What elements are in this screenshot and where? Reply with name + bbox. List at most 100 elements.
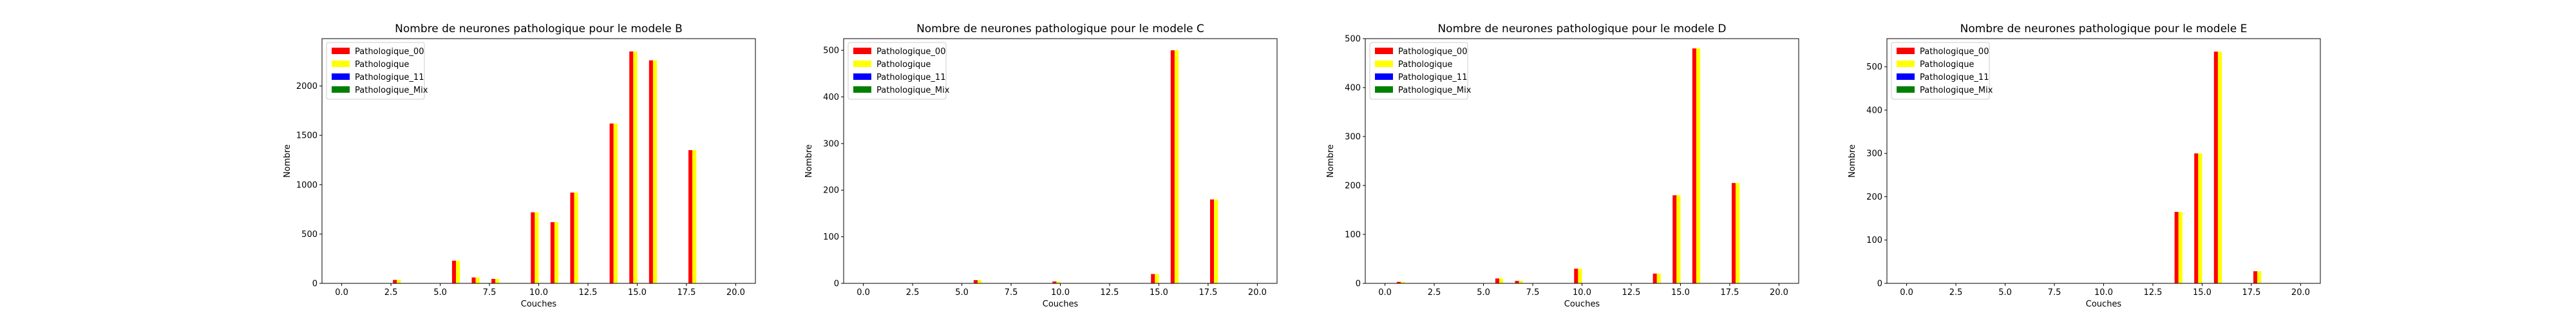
legend-swatch <box>1375 73 1393 80</box>
bar-pathologique-00 <box>1731 183 1736 283</box>
legend-swatch <box>332 48 350 54</box>
chart-panel: 0.0 2.5 5.0 7.5 10.0 12.5 15.0 17.5 20.0 0 100 200 3… <box>1848 23 2321 309</box>
legend-swatch <box>332 73 350 80</box>
bar-pathologique <box>633 51 638 284</box>
x-tick-label: 15.0 <box>1150 288 1168 298</box>
y-tick-label: 300 <box>823 139 839 149</box>
x-tick-label: 20.0 <box>726 288 745 298</box>
x-tick-label: 0.0 <box>1900 288 1913 298</box>
bar-pathologique <box>2178 212 2183 283</box>
y-axis-label: Nombre <box>1326 144 1336 178</box>
x-tick-label: 12.5 <box>2144 288 2163 298</box>
bar-pathologique <box>554 222 559 283</box>
bar-pathologique <box>574 193 578 283</box>
bar-pathologique <box>978 279 982 283</box>
x-tick-label: 12.5 <box>1101 288 1119 298</box>
y-axis-label: Nombre <box>283 144 292 178</box>
legend-label: Pathologique <box>355 60 409 70</box>
x-tick-label: 17.5 <box>677 288 696 298</box>
bar-pathologique-00 <box>451 260 457 283</box>
bar-pathologique <box>475 277 480 283</box>
legend-label: Pathologique_11 <box>355 73 424 82</box>
legend-swatch <box>853 73 871 80</box>
legend-label: Pathologique_11 <box>1920 73 1989 82</box>
y-tick-label: 400 <box>1866 106 1882 115</box>
legend-label: Pathologique_00 <box>1398 47 1467 57</box>
bar-pathologique <box>1174 50 1179 283</box>
legend-swatch <box>853 86 871 93</box>
y-tick-label: 200 <box>1866 193 1882 202</box>
legend-swatch <box>1897 61 1915 67</box>
x-tick-label: 20.0 <box>1248 288 1267 298</box>
x-tick-label: 7.5 <box>1005 288 1018 298</box>
chart-title: Nombre de neurones pathologique pour le … <box>1437 23 1726 35</box>
x-tick-label: 12.5 <box>1622 288 1641 298</box>
bar-pathologique-00 <box>629 51 634 284</box>
bar-pathologique-00 <box>1574 269 1578 283</box>
bar-pathologique <box>397 279 401 283</box>
x-tick-label: 2.5 <box>384 288 398 298</box>
x-tick-label: 17.5 <box>1198 288 1217 298</box>
legend-label: Pathologique <box>876 60 931 70</box>
x-tick-label: 15.0 <box>2193 288 2211 298</box>
x-tick-label: 5.0 <box>1477 288 1490 298</box>
legend-swatch <box>1375 86 1393 93</box>
y-tick-label: 100 <box>1345 231 1361 240</box>
y-tick-label: 500 <box>1866 62 1882 72</box>
bar-pathologique <box>1736 183 1740 283</box>
legend-label: Pathologique_Mix <box>1398 86 1472 95</box>
bar-pathologique-00 <box>2194 153 2199 283</box>
bar-pathologique <box>1056 281 1061 283</box>
legend-swatch <box>1897 86 1915 93</box>
legend-label: Pathologique_00 <box>1920 47 1989 57</box>
x-tick-label: 2.5 <box>1428 288 1441 298</box>
y-tick-label: 2000 <box>296 82 317 91</box>
y-tick-label: 500 <box>1345 35 1361 44</box>
legend-label: Pathologique_Mix <box>876 86 950 95</box>
x-tick-label: 17.5 <box>1720 288 1739 298</box>
bar-pathologique-00 <box>1672 195 1677 283</box>
x-tick-label: 10.0 <box>1573 288 1591 298</box>
y-tick-label: 400 <box>1345 84 1361 93</box>
bar-pathologique <box>1696 48 1701 283</box>
x-tick-label: 5.0 <box>433 288 447 298</box>
x-tick-label: 10.0 <box>1051 288 1070 298</box>
x-tick-label: 0.0 <box>1378 288 1392 298</box>
bar-pathologique-00 <box>2174 212 2179 283</box>
x-tick-label: 20.0 <box>1770 288 1788 298</box>
legend-box <box>1369 42 1468 100</box>
legend-swatch <box>1375 48 1393 54</box>
y-tick-label: 200 <box>1345 182 1361 191</box>
x-tick-label: 5.0 <box>1998 288 2012 298</box>
legend-swatch <box>853 61 871 67</box>
y-tick-label: 100 <box>823 232 839 242</box>
x-tick-label: 17.5 <box>2242 288 2260 298</box>
y-axis-label: Nombre <box>1848 144 1857 178</box>
bar-pathologique <box>1401 281 1405 283</box>
legend-label: Pathologique_00 <box>876 47 945 57</box>
bar-pathologique <box>1214 199 1218 283</box>
x-tick-label: 7.5 <box>2048 288 2061 298</box>
legend: Pathologique_00 Pathologique Pathologique_… <box>1891 42 1993 100</box>
bar-pathologique-00 <box>649 60 653 284</box>
bar-pathologique-00 <box>1692 48 1696 283</box>
chart-title: Nombre de neurones pathologique pour le … <box>1960 23 2248 35</box>
bar-pathologique-00 <box>1495 278 1500 283</box>
chart-panel: 0.0 2.5 5.0 7.5 10.0 12.5 15.0 17.5 20.0 0 100 200 3… <box>804 23 1278 309</box>
bar-pathologique <box>692 150 697 283</box>
x-axis-label: Couches <box>1564 299 1600 309</box>
bar-pathologique <box>1499 278 1504 283</box>
y-tick-label: 200 <box>823 186 839 196</box>
x-tick-label: 10.0 <box>2094 288 2113 298</box>
bar-pathologique-00 <box>531 212 535 283</box>
legend: Pathologique_00 Pathologique Pathologique_… <box>848 42 950 100</box>
bar-pathologique-00 <box>550 222 554 283</box>
x-tick-label: 10.0 <box>529 288 548 298</box>
bar-pathologique <box>1519 281 1523 283</box>
legend-label: Pathologique_00 <box>355 47 424 57</box>
bar-pathologique-00 <box>1170 50 1175 283</box>
legend-label: Pathologique <box>1920 60 1974 70</box>
y-tick-label: 500 <box>823 46 839 56</box>
y-tick-label: 500 <box>301 230 317 240</box>
